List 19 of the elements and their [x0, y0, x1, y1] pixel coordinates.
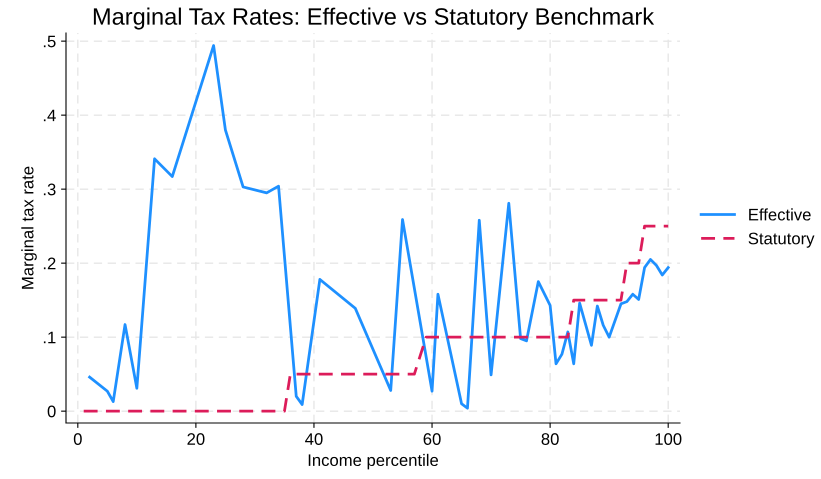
x-tick-label: 40: [305, 433, 323, 445]
x-tick-label: 0: [74, 433, 82, 445]
x-tick-label: 60: [424, 433, 441, 445]
chart-title: Marginal Tax Rates: Effective vs Statutory Benchmark: [94, 8, 654, 30]
y-axis-title: Marginal tax rate: [21, 166, 37, 289]
x-tick-label: 80: [542, 433, 559, 445]
y-tick-label: .2: [44, 258, 56, 270]
legend-label: Effective: [749, 208, 811, 221]
x-axis-title: Income percentile: [308, 454, 438, 470]
y-tick-label: .3: [44, 184, 56, 196]
x-tick-label: 100: [656, 433, 682, 445]
legend-label: Statutory: [748, 232, 814, 248]
y-tick-label: .1: [44, 332, 56, 344]
x-tick-label: 20: [187, 433, 205, 445]
y-tick-label: .4: [44, 110, 56, 122]
y-tick-label: .5: [44, 36, 56, 48]
line-series: [88, 44, 670, 410]
y-tick-label: 0: [48, 406, 56, 418]
line-series: [82, 224, 670, 413]
